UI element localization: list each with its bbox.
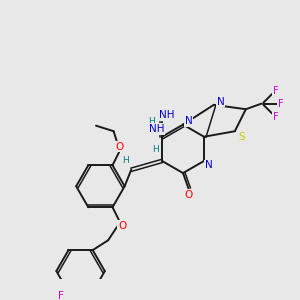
Text: NH: NH — [149, 124, 164, 134]
Text: N: N — [185, 116, 192, 126]
Text: F: F — [278, 99, 284, 109]
Text: N: N — [217, 97, 224, 106]
Text: H: H — [152, 146, 159, 154]
Text: O: O — [118, 221, 127, 231]
Text: NH: NH — [159, 110, 174, 120]
Text: N: N — [205, 160, 212, 170]
Text: F: F — [273, 112, 278, 122]
Text: O: O — [184, 190, 193, 200]
Text: F: F — [273, 85, 278, 95]
Text: H: H — [122, 157, 129, 166]
Text: O: O — [115, 142, 123, 152]
Text: F: F — [58, 292, 64, 300]
Text: S: S — [238, 132, 245, 142]
Text: H: H — [148, 117, 154, 126]
